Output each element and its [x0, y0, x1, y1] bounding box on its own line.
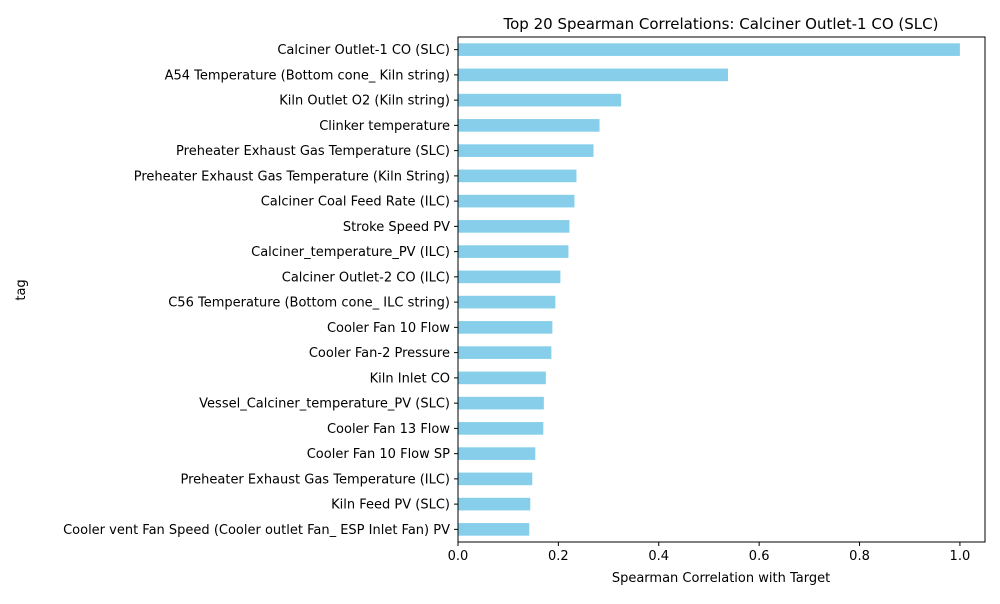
bar — [458, 93, 622, 107]
y-tick-label: Calciner Outlet-2 CO (ILC) — [282, 270, 450, 285]
x-tick-label: 0.8 — [849, 549, 870, 564]
bar — [458, 447, 536, 460]
y-ticks-layer: Calciner Outlet-1 CO (SLC) A54 Temperatur… — [63, 43, 458, 538]
bar — [458, 497, 531, 511]
x-ticks-layer: 0.0 0.2 0.4 0.6 0.8 1.0 — [448, 542, 971, 564]
bar — [458, 295, 556, 309]
bar — [458, 194, 575, 208]
y-tick-label: Preheater Exhaust Gas Temperature (SLC) — [176, 144, 450, 159]
y-tick-label: Cooler Fan-2 Pressure — [309, 346, 450, 361]
bar — [458, 68, 729, 82]
x-axis-label: Spearman Correlation with Target — [612, 571, 830, 586]
bar — [458, 43, 960, 56]
y-tick-label: Clinker temperature — [319, 119, 450, 134]
bar — [458, 321, 553, 334]
bar — [458, 346, 552, 359]
bar — [458, 220, 570, 233]
y-axis-label: tag — [14, 279, 29, 300]
bars-layer — [458, 43, 960, 536]
bar — [458, 169, 577, 183]
y-tick-label: Cooler Fan 13 Flow — [327, 422, 450, 437]
x-tick-label: 0.6 — [749, 549, 770, 564]
y-tick-label: Vessel_Calciner_temperature_PV (SLC) — [199, 397, 450, 412]
chart-title: Top 20 Spearman Correlations: Calciner O… — [503, 15, 939, 33]
y-tick-label: Calciner_temperature_PV (ILC) — [251, 245, 450, 260]
y-tick-label: Calciner Coal Feed Rate (ILC) — [261, 195, 450, 210]
x-tick-label: 1.0 — [950, 549, 971, 564]
y-tick-label: Calciner Outlet-1 CO (SLC) — [277, 43, 450, 58]
y-tick-label: Cooler Fan 10 Flow SP — [307, 447, 450, 462]
bar — [458, 422, 544, 435]
bar — [458, 119, 600, 132]
bar — [458, 144, 594, 157]
y-tick-label: C56 Temperature (Bottom cone_ ILC string… — [168, 296, 450, 311]
y-tick-label: Cooler Fan 10 Flow — [327, 321, 450, 336]
plot-frame — [457, 36, 986, 543]
y-tick-label: Kiln Inlet CO — [370, 371, 450, 386]
y-tick-label: A54 Temperature (Bottom cone_ Kiln strin… — [165, 68, 450, 83]
y-tick-label: Preheater Exhaust Gas Temperature (Kiln … — [134, 169, 450, 184]
bar — [458, 371, 546, 385]
axes-layer — [457, 36, 986, 543]
x-tick-label: 0.0 — [448, 549, 469, 564]
bar — [458, 270, 561, 284]
bar — [458, 523, 530, 536]
y-tick-label: Kiln Outlet O2 (Kiln string) — [279, 94, 450, 109]
y-tick-label: Kiln Feed PV (SLC) — [331, 498, 450, 513]
x-tick-label: 0.4 — [648, 549, 669, 564]
bar — [458, 472, 533, 486]
y-tick-label: Stroke Speed PV — [343, 220, 450, 235]
bar — [458, 245, 569, 258]
y-tick-label: Cooler vent Fan Speed (Cooler outlet Fan… — [63, 523, 450, 538]
y-tick-label: Preheater Exhaust Gas Temperature (ILC) — [180, 472, 450, 487]
x-tick-label: 0.2 — [548, 549, 569, 564]
bar — [458, 396, 544, 410]
